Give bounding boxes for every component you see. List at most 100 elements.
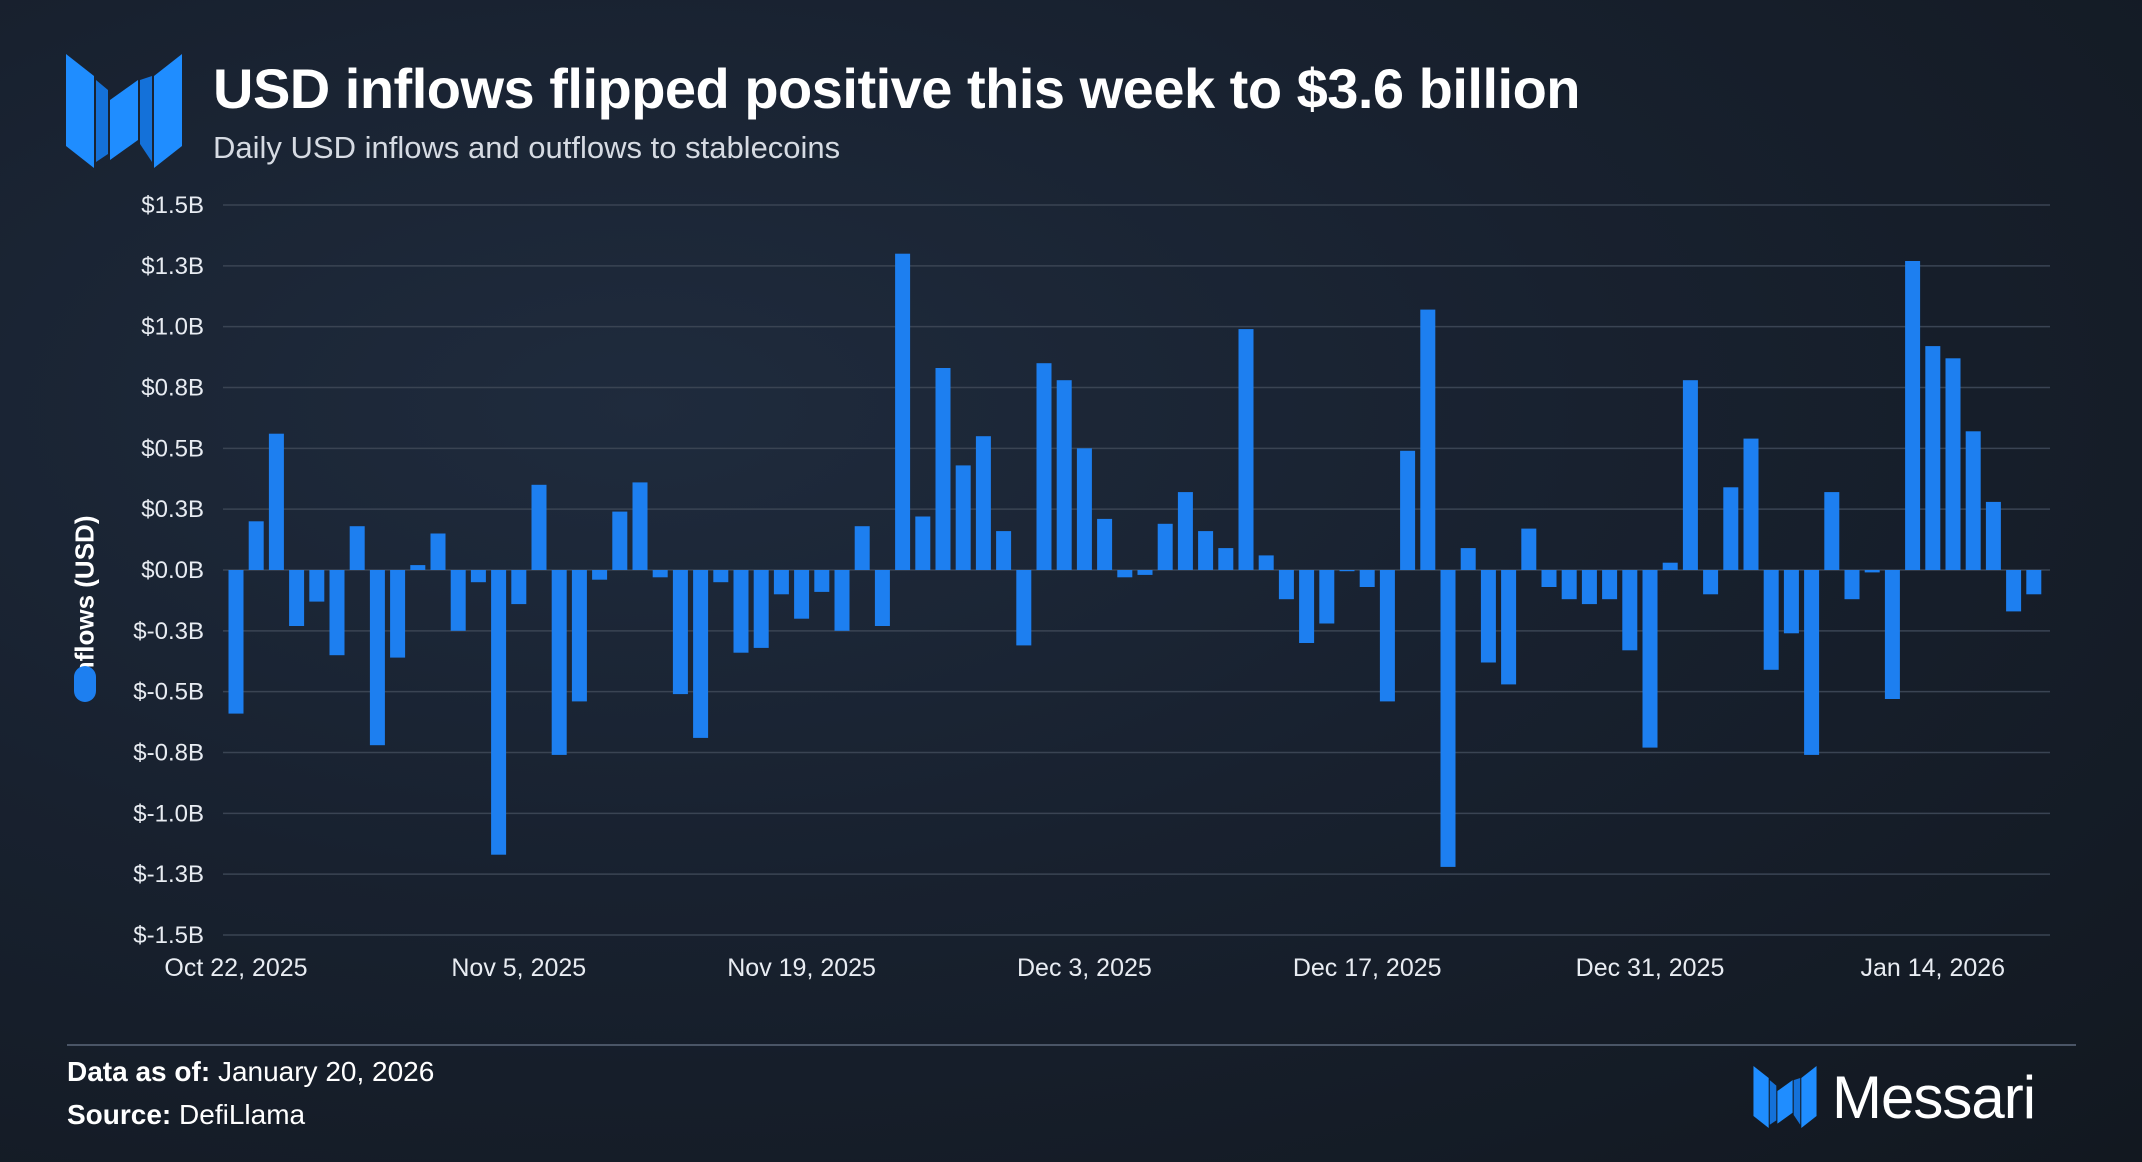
bar <box>612 511 628 570</box>
bar <box>935 368 951 570</box>
bar <box>1117 570 1133 578</box>
bar <box>531 484 547 570</box>
bar <box>228 570 244 714</box>
bar <box>1480 570 1496 663</box>
bar-chart: $1.5B $1.3B $1.0B $0.8B $0.5B $0.3B $0.0B $-0.3… <box>133 192 2050 982</box>
bar <box>511 570 527 605</box>
bar <box>1400 450 1416 570</box>
y-tick-label: $-1.5B <box>133 922 204 949</box>
bar <box>955 465 971 570</box>
bar <box>794 570 810 619</box>
bar <box>248 521 264 570</box>
bar <box>1036 363 1052 570</box>
bar <box>1501 570 1517 685</box>
bar <box>1561 570 1577 600</box>
bar <box>632 482 648 570</box>
x-tick-label: Oct 22, 2025 <box>164 954 307 982</box>
bar <box>693 570 709 738</box>
bar <box>1097 518 1113 570</box>
legend-swatch <box>74 666 96 702</box>
y-tick-label: $0.3B <box>141 496 204 523</box>
bar <box>1602 570 1618 600</box>
source: Source: DefiLlama <box>67 1099 305 1131</box>
bar <box>834 570 850 631</box>
y-tick-label: $1.3B <box>141 253 204 280</box>
brand-logo: Messari <box>1752 1064 2036 1131</box>
bar <box>1420 309 1436 570</box>
messari-logo-icon <box>66 54 182 168</box>
chart-subtitle: Daily USD inflows and outflows to stable… <box>213 130 841 165</box>
bar <box>410 565 426 570</box>
bar <box>1965 431 1981 570</box>
x-tick-label: Nov 19, 2025 <box>727 954 876 982</box>
bar <box>1198 531 1214 570</box>
bar <box>268 433 284 570</box>
bar <box>571 570 587 702</box>
x-axis-ticks: Oct 22, 2025 Nov 5, 2025 Nov 19, 2025 Dec 3… <box>164 954 2005 982</box>
bar <box>1258 555 1274 570</box>
y-tick-label: $-0.5B <box>133 679 204 706</box>
bar <box>1905 261 1921 570</box>
bar <box>1278 570 1294 600</box>
bar <box>470 570 486 583</box>
bar <box>1945 358 1961 570</box>
bar <box>1743 438 1759 570</box>
x-tick-label: Dec 17, 2025 <box>1293 954 1442 982</box>
bar <box>450 570 466 631</box>
y-tick-label: $0.5B <box>141 435 204 462</box>
bar <box>996 531 1012 570</box>
bar <box>551 570 567 755</box>
bar <box>975 436 991 570</box>
bar <box>2026 570 2042 595</box>
bar <box>733 570 749 653</box>
bar <box>1379 570 1395 702</box>
bar <box>1016 570 1032 646</box>
bar <box>652 570 668 578</box>
chart-title: USD inflows flipped positive this week t… <box>213 57 1580 120</box>
bar <box>1076 448 1092 570</box>
bar <box>1662 562 1678 570</box>
bar <box>491 570 507 855</box>
y-tick-label: $0.0B <box>141 557 204 584</box>
bar <box>753 570 769 648</box>
bar <box>2006 570 2022 612</box>
bar <box>1763 570 1779 670</box>
bar <box>1864 570 1880 573</box>
y-tick-label: $1.0B <box>141 314 204 341</box>
data-as-of: Data as of: January 20, 2026 <box>67 1056 434 1088</box>
bar <box>1723 487 1739 570</box>
x-tick-label: Jan 14, 2026 <box>1861 954 2006 982</box>
bar <box>289 570 305 626</box>
bar <box>1440 570 1456 867</box>
bar <box>1137 570 1153 575</box>
bar <box>1783 570 1799 634</box>
x-tick-label: Dec 31, 2025 <box>1576 954 1725 982</box>
bar <box>1925 346 1941 570</box>
y-tick-label: $0.8B <box>141 375 204 402</box>
bar <box>773 570 789 595</box>
bar <box>854 526 870 570</box>
bar <box>814 570 830 592</box>
bar <box>1703 570 1719 595</box>
bar <box>1804 570 1820 755</box>
source-value: DefiLlama <box>179 1099 306 1130</box>
bar <box>1985 501 2001 570</box>
y-tick-label: $-0.3B <box>133 618 204 645</box>
bar <box>309 570 325 602</box>
bar <box>1238 329 1254 570</box>
data-as-of-value: January 20, 2026 <box>217 1056 435 1087</box>
bars <box>228 253 2042 867</box>
y-axis-ticks: $1.5B $1.3B $1.0B $0.8B $0.5B $0.3B $0.0B $-0.3… <box>133 192 204 949</box>
bar <box>1460 548 1476 570</box>
bar <box>1339 570 1355 572</box>
bar <box>1581 570 1597 605</box>
y-tick-label: $1.5B <box>141 192 204 219</box>
y-tick-label: $-1.0B <box>133 800 204 827</box>
x-tick-label: Nov 5, 2025 <box>451 954 586 982</box>
bar <box>349 526 365 570</box>
bar <box>430 533 446 570</box>
bar <box>1319 570 1335 624</box>
bar <box>1844 570 1860 600</box>
bar <box>1884 570 1900 699</box>
bar <box>1642 570 1658 748</box>
